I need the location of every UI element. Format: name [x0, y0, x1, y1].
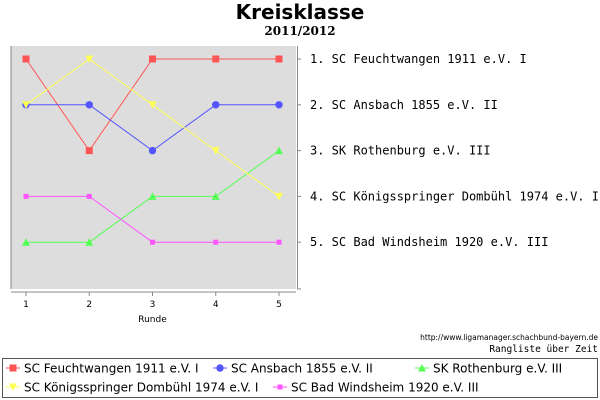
data-point [150, 239, 155, 245]
series-group [22, 146, 283, 246]
legend-label: SK Rothenburg e.V. III [433, 362, 562, 376]
series-group [22, 55, 283, 155]
data-point [86, 193, 92, 199]
x-tick-label: 1 [23, 300, 29, 310]
legend-item: SC Königsspringer Dombühl 1974 e.V. I [6, 381, 258, 395]
legend-marker [216, 364, 224, 372]
plot-background [11, 46, 296, 289]
data-point [149, 55, 156, 63]
data-point [22, 55, 30, 63]
data-point [213, 239, 219, 245]
data-point [148, 146, 157, 155]
x-tick-label: 5 [276, 300, 282, 310]
chart-title: Kreisklasse [236, 0, 365, 24]
source-url: http://www.ligamanager.schachbund-bayern… [420, 333, 598, 342]
chart-subtitle: 2011/2012 [264, 24, 335, 38]
data-point [275, 146, 283, 155]
data-point [276, 239, 282, 245]
legend: SC Feuchtwangen 1911 e.V. I SC Ansbach 18… [2, 358, 598, 398]
data-point [212, 55, 220, 63]
data-point [211, 147, 220, 155]
legend-marker [277, 384, 283, 390]
chart-caption: Rangliste über Zeit [489, 344, 598, 355]
legend-marker [418, 364, 426, 372]
legend-marker [9, 364, 17, 372]
x-tick-label: 4 [213, 300, 219, 310]
rank-label: 3. SK Rothenburg e.V. III [310, 144, 491, 158]
rank-label: 5. SC Bad Windsheim 1920 e.V. III [310, 235, 548, 249]
legend-marker [9, 383, 17, 391]
rank-label: 2. SC Ansbach 1855 e.V. II [310, 98, 498, 112]
legend-item: SC Bad Windsheim 1920 e.V. III [273, 381, 479, 395]
data-point [148, 192, 157, 200]
data-point [23, 193, 29, 199]
series-group [23, 193, 282, 245]
x-tick-label: 3 [150, 300, 156, 310]
data-point [148, 101, 157, 109]
legend-item: SC Ansbach 1855 e.V. II [213, 362, 373, 376]
x-axis-label: Runde [138, 315, 167, 325]
rank-label: 1. SC Feuchtwangen 1911 e.V. I [310, 52, 527, 66]
data-point [275, 101, 283, 109]
data-point [85, 238, 94, 246]
data-point [85, 147, 93, 155]
legend-label: SC Bad Windsheim 1920 e.V. III [291, 381, 479, 395]
legend-box [2, 358, 598, 398]
plot-area: 1. SC Feuchtwangen 1911 e.V. I 2. SC Ansb… [10, 46, 599, 325]
data-point [85, 101, 93, 109]
data-point [22, 238, 30, 246]
series-group [22, 55, 283, 201]
legend-label: SC Königsspringer Dombühl 1974 e.V. I [24, 381, 258, 395]
x-tick-label: 2 [86, 300, 92, 310]
data-point [212, 101, 220, 109]
data-point [22, 101, 30, 109]
legend-label: SC Feuchtwangen 1911 e.V. I [24, 362, 199, 376]
legend-item: SK Rothenburg e.V. III [415, 362, 562, 376]
data-point [275, 55, 283, 63]
rank-label: 4. SC Königsspringer Dombühl 1974 e.V. I [310, 189, 599, 203]
data-point [275, 192, 283, 201]
data-point [211, 192, 220, 200]
data-point [85, 55, 94, 63]
legend-item: SC Feuchtwangen 1911 e.V. I [6, 362, 199, 376]
legend-label: SC Ansbach 1855 e.V. II [231, 362, 373, 376]
